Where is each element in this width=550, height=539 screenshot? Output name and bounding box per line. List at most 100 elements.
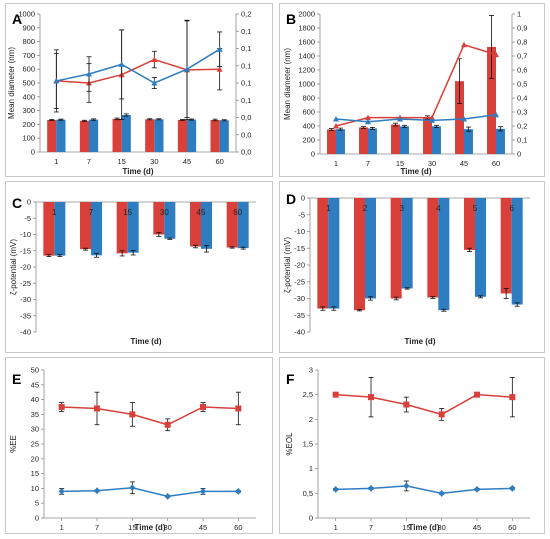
- point-blue: [58, 487, 65, 495]
- y-tick-label: -35: [294, 311, 305, 320]
- y-tick-label: -10: [20, 230, 31, 239]
- x-tick-label: 1: [334, 523, 338, 532]
- panel-e: 0 5 10 15 20 25 30 35 40 45 50 1 7 15 30 45 60 E Time (d)%…: [5, 357, 273, 534]
- x-tick-label: 1: [54, 157, 58, 166]
- y2-tick-label: 0,9: [517, 24, 527, 33]
- x-tick-label: 30: [150, 157, 158, 166]
- point-blue: [333, 116, 339, 122]
- y2-tick-label: 0,1: [241, 96, 251, 105]
- y-tick-label: -25: [294, 277, 305, 286]
- y2-tick-label: 0,6: [517, 66, 527, 75]
- x-axis-title: Time (d): [123, 167, 154, 176]
- y-tick-label: -35: [20, 311, 31, 320]
- y-tick-label: 200: [22, 120, 35, 129]
- y-axis-title: Mean diameter (nm): [7, 47, 16, 119]
- point-blue: [129, 484, 136, 492]
- bar-blue: [154, 119, 164, 152]
- x-tick-label: 3: [399, 204, 404, 213]
- point-blue: [332, 485, 339, 493]
- x-tick-label: 7: [366, 159, 370, 168]
- x-tick-label: 5: [473, 204, 478, 213]
- x-tick-label: 60: [233, 208, 242, 217]
- point-blue: [94, 487, 100, 495]
- y-tick-label: 0: [27, 198, 31, 207]
- bar-red: [327, 129, 336, 154]
- bar-red: [359, 127, 368, 154]
- bar-red: [47, 119, 57, 152]
- bar-red: [354, 198, 365, 311]
- y-tick-label: -15: [294, 244, 305, 253]
- y-axis-title: ζ-potential (mV): [283, 237, 292, 293]
- bar-blue: [475, 198, 486, 297]
- bar-red: [317, 198, 329, 309]
- bar-blue: [56, 119, 66, 152]
- y-axis-title: Mean diameter (nm): [283, 48, 292, 120]
- point-blue: [368, 484, 374, 492]
- point-red: [332, 391, 339, 398]
- x-tick-label: 7: [369, 523, 373, 532]
- panel-f: 0 0,5 1 1,5 2 2,5 3 1 7 15 30 45 60 F Time (d) %EOL: [279, 357, 545, 534]
- x-tick-label: 30: [163, 523, 171, 532]
- bar-red: [80, 202, 91, 250]
- bar-red: [500, 198, 512, 294]
- point-blue: [118, 61, 125, 67]
- bar-blue: [54, 202, 66, 256]
- point-red: [200, 404, 206, 410]
- y-tick-label: 15: [31, 469, 39, 478]
- y2-tick-label: 0,0: [241, 113, 251, 122]
- bar-blue: [432, 126, 441, 154]
- y-tick-label: 10: [31, 484, 39, 493]
- x-tick-label: 2: [363, 204, 368, 213]
- y-tick-label: -10: [294, 227, 305, 236]
- bar-red: [455, 81, 464, 154]
- bar-blue: [89, 119, 99, 152]
- point-red: [58, 404, 65, 410]
- x-tick-label: 60: [234, 523, 242, 532]
- panel-a: 0 100 200 300 400 500 600 700 800 900 1000 0,0 0,0 0,…: [5, 3, 273, 177]
- y-tick-label: 45: [31, 380, 39, 389]
- bar-red: [226, 202, 238, 248]
- bar-blue: [496, 128, 505, 154]
- bar-blue: [328, 198, 340, 309]
- point-red: [474, 391, 480, 398]
- x-tick-label: 1: [60, 523, 64, 532]
- x-tick-label: 45: [473, 523, 481, 532]
- bar-red: [391, 124, 400, 154]
- point-red: [129, 411, 136, 418]
- panel-d: 0 -5 -10 -15 -20 -25 -30 -35 -40 1 2 3 4 5 6 D Time (d) ζ…: [279, 181, 545, 353]
- y-axis-title: %EE: [9, 435, 18, 453]
- bar-blue: [219, 120, 229, 152]
- x-tick-label: 60: [215, 157, 223, 166]
- point-blue: [403, 482, 410, 490]
- point-red: [216, 66, 223, 72]
- bar-red: [487, 46, 496, 154]
- bar-blue: [438, 198, 450, 311]
- y-tick-label: 30: [31, 425, 39, 434]
- x-tick-label: 45: [199, 523, 207, 532]
- y-tick-label: 800: [22, 37, 35, 46]
- y-tick-label: 400: [302, 122, 315, 131]
- point-blue: [461, 116, 467, 122]
- point-blue: [86, 71, 92, 77]
- panel-letter: D: [286, 191, 296, 207]
- point-red: [365, 114, 371, 121]
- y-tick-label: 25: [31, 440, 39, 449]
- y-tick-label: 1000: [18, 10, 35, 19]
- bar-blue: [121, 115, 131, 152]
- y2-tick-label: 0,1: [241, 61, 251, 70]
- point-red: [368, 394, 374, 401]
- x-axis-title: Time (d): [405, 337, 436, 346]
- y2-tick-label: 0,0: [241, 148, 251, 157]
- point-red: [438, 411, 445, 418]
- y2-tick-label: 0,2: [517, 122, 527, 131]
- y2-tick-label: 0: [517, 150, 521, 159]
- point-blue: [151, 80, 158, 86]
- panel-letter: E: [12, 371, 21, 387]
- point-blue: [184, 66, 190, 72]
- bar-blue: [201, 202, 212, 249]
- line-blue: [335, 114, 497, 123]
- x-tick-label: 45: [460, 159, 468, 168]
- y2-tick-label: 0,3: [517, 108, 527, 117]
- line-red: [335, 43, 497, 127]
- y-tick-label: 1800: [298, 24, 315, 33]
